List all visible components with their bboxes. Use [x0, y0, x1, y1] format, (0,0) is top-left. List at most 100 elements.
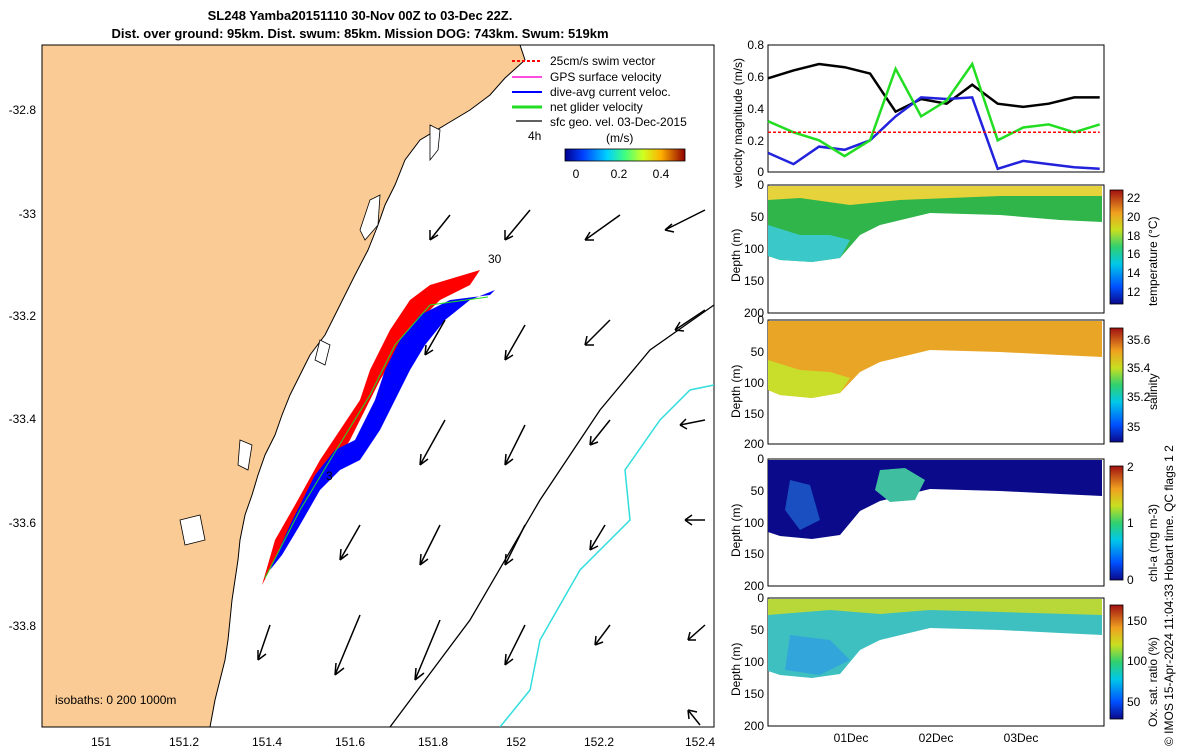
temp-ctick: 20	[1127, 210, 1141, 224]
depth-tick: 200	[744, 437, 764, 451]
oxygen-panel: 50 100 150 Ox. sat. ratio (%) 01Dec 02De…	[767, 597, 1160, 745]
net-glider-vectors	[264, 296, 489, 579]
vel-ytick: 0.4	[747, 102, 764, 116]
map-panel: 30 3 151 151.2 151.4 151.6 151.8 152 152…	[9, 44, 715, 749]
velocity-line-blue	[767, 96, 1100, 171]
vel-ytick: 0.2	[747, 134, 764, 148]
depth-tick: 0	[757, 452, 764, 466]
map-xtick: 151.2	[169, 735, 199, 749]
annotation-30: 30	[488, 252, 502, 266]
map-xtick: 151.4	[252, 735, 282, 749]
annotation-3: 3	[326, 469, 333, 483]
geostrophic-arrows	[257, 209, 706, 726]
colorbar-tick: 0.2	[611, 167, 628, 181]
salinity-panel: 35 35.2 35.4 35.6 salinity	[767, 319, 1160, 445]
depth-tick: 150	[744, 407, 764, 421]
chla-clabel: chl-a (mg m-3)	[1146, 504, 1160, 582]
legend-dive: dive-avg current veloc.	[550, 85, 671, 99]
depth-tick: 200	[744, 306, 764, 320]
chart-subtitle: Dist. over ground: 95km. Dist. swum: 85k…	[111, 26, 609, 41]
depth-tick: 100	[744, 242, 764, 256]
chla-ctick: 2	[1127, 460, 1134, 474]
temp-ctick: 14	[1127, 266, 1141, 280]
ox-ctick: 100	[1127, 654, 1147, 668]
ox-clabel: Ox. sat. ratio (%)	[1146, 637, 1160, 727]
chla-ylabel: Depth (m)	[729, 504, 743, 557]
chart-title: SL248 Yamba20151110 30-Nov 00Z to 03-Dec…	[207, 8, 513, 23]
sal-ctick: 35.6	[1127, 333, 1151, 347]
chla-colorbar	[1109, 465, 1124, 581]
velocity-line-black	[767, 62, 1100, 114]
ox-ylabel: Depth (m)	[729, 643, 743, 696]
temp-ctick: 12	[1127, 285, 1141, 299]
velocity-series	[767, 61, 1101, 171]
land-mass	[42, 45, 526, 727]
legend-swim: 25cm/s swim vector	[550, 54, 655, 68]
vel-ylabel: velocity magnitude (m/s)	[731, 58, 745, 188]
vel-ytick: 0	[757, 165, 764, 179]
sal-clabel: salinity	[1146, 373, 1160, 410]
temp-clabel: temperature (°C)	[1146, 217, 1160, 307]
chla-ctick: 0	[1127, 573, 1134, 587]
depth-axes: 0 50 100 150 200 Depth (m) 0 50 100 150 …	[729, 178, 764, 733]
colorbar-label: (m/s)	[606, 131, 633, 145]
isobaths-label: isobaths: 0 200 1000m	[55, 693, 176, 707]
velocity-line-green	[767, 61, 1101, 158]
map-ytick: -32.8	[9, 103, 37, 117]
legend-scale: 4h	[528, 129, 541, 143]
depth-tick: 100	[744, 655, 764, 669]
depth-tick: 200	[744, 579, 764, 593]
ox-ctick: 50	[1127, 695, 1141, 709]
date-xtick: 03Dec	[1004, 731, 1039, 745]
sal-ctick: 35.2	[1127, 390, 1151, 404]
salinity-colorbar	[1109, 327, 1124, 443]
depth-tick: 0	[757, 591, 764, 605]
map-xtick: 152.4	[685, 735, 715, 749]
map-ytick: -33	[19, 207, 37, 221]
map-ytick: -33.6	[9, 516, 37, 530]
map-x-ticks: 151 151.2 151.4 151.6 151.8 152 152.2 15…	[91, 735, 715, 749]
depth-tick: 50	[751, 623, 765, 637]
isobath-200	[389, 304, 714, 727]
legend-geo: sfc geo. vel. 03-Dec-2015	[550, 115, 687, 129]
ox-ctick: 150	[1127, 614, 1147, 628]
temp-ctick: 16	[1127, 247, 1141, 261]
map-ytick: -33.2	[9, 309, 37, 323]
map-ytick: -33.8	[9, 619, 37, 633]
legend-net: net glider velocity	[550, 100, 643, 114]
depth-tick: 0	[757, 178, 764, 192]
depth-tick: 100	[744, 376, 764, 390]
map-xtick: 152.2	[584, 735, 614, 749]
colorbar-tick: 0.4	[653, 167, 670, 181]
colorbar-tick: 0	[573, 167, 580, 181]
depth-tick: 150	[744, 274, 764, 288]
temperature-colorbar	[1109, 189, 1124, 305]
map-xtick: 151.6	[335, 735, 365, 749]
map-y-ticks: -32.8 -33 -33.2 -33.4 -33.6 -33.8	[9, 103, 37, 633]
date-xtick: 01Dec	[834, 731, 869, 745]
depth-tick: 50	[751, 345, 765, 359]
depth-tick: 50	[751, 210, 765, 224]
map-ytick: -33.4	[9, 412, 37, 426]
sal-ylabel: Depth (m)	[729, 365, 743, 418]
map-xtick: 151.8	[418, 735, 448, 749]
temp-ctick: 22	[1127, 191, 1141, 205]
depth-tick: 50	[751, 484, 765, 498]
speed-colorbar	[564, 148, 686, 162]
temperature-panel: 12 14 16 18 20 22 temperature (°C)	[767, 184, 1160, 314]
sal-ctick: 35.4	[1127, 361, 1151, 375]
oxygen-colorbar	[1109, 604, 1124, 720]
depth-tick: 0	[757, 313, 764, 327]
vel-ytick: 0.6	[747, 70, 764, 84]
map-xtick: 151	[91, 735, 111, 749]
sal-ctick: 35	[1127, 420, 1141, 434]
credit-line: © IMOS 15-Apr-2024 11:04:33 Hobart time.…	[1162, 445, 1176, 746]
depth-tick: 100	[744, 516, 764, 530]
depth-tick: 150	[744, 547, 764, 561]
velocity-panel: 0 0.2 0.4 0.6 0.8 velocity magnitude (m/…	[731, 38, 1105, 188]
chla-panel: 0 1 2 chl-a (mg m-3)	[767, 458, 1160, 587]
chla-ctick: 1	[1127, 516, 1134, 530]
isobath-1000	[499, 384, 714, 727]
map-xtick: 152	[506, 735, 526, 749]
